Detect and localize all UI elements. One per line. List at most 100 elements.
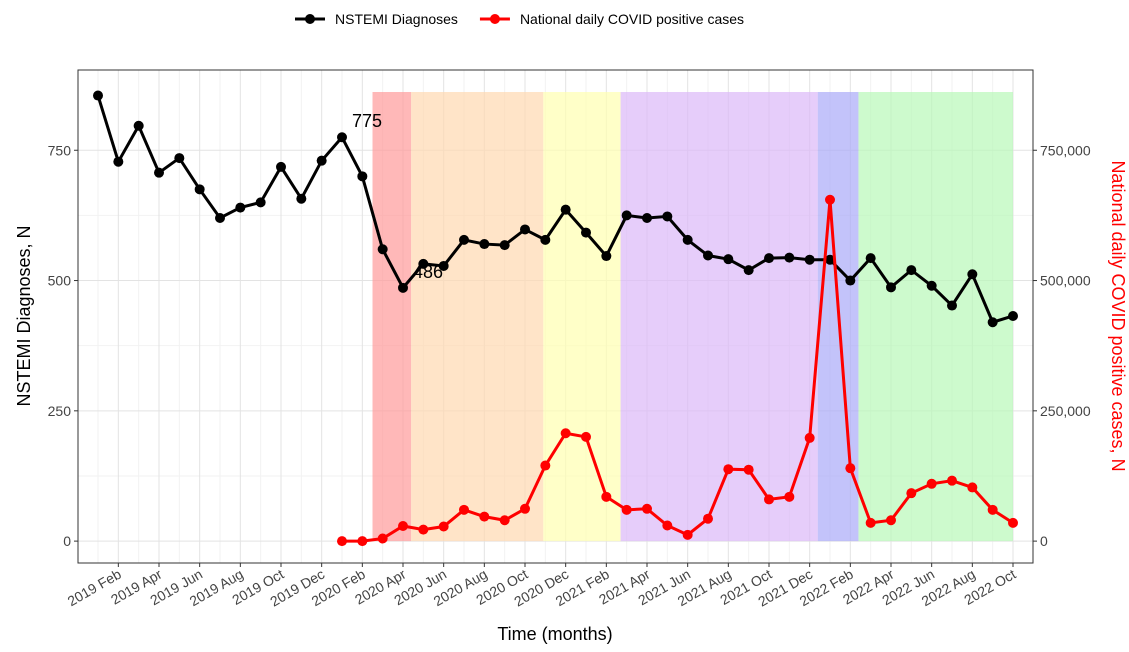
- series-point: [784, 252, 795, 263]
- series-line: [96, 95, 1014, 325]
- series-point: [174, 153, 185, 164]
- plot-border: [77, 69, 1034, 564]
- series-point: [804, 432, 815, 443]
- series-point: [479, 511, 490, 522]
- series-point: [947, 300, 957, 311]
- period-band: [543, 92, 621, 542]
- period-band: [620, 92, 818, 542]
- legend-point: [305, 14, 315, 24]
- series-point: [926, 280, 937, 291]
- series-point: [581, 431, 591, 442]
- legend-point: [489, 14, 500, 24]
- period-band: [411, 92, 544, 542]
- series-point: [703, 250, 713, 261]
- series-point: [764, 494, 774, 505]
- series-point: [723, 464, 734, 475]
- series-point: [987, 504, 998, 515]
- series-point: [987, 317, 998, 328]
- series-point: [703, 513, 713, 524]
- y2-tick-label: 250,000: [1040, 403, 1091, 419]
- series-point: [154, 167, 164, 178]
- series-point: [377, 244, 388, 255]
- legend-label: NSTEMI Diagnoses: [335, 11, 458, 27]
- series-point: [337, 536, 347, 547]
- series-point: [398, 520, 408, 531]
- series-point: [682, 234, 693, 245]
- y-tick-label: 0: [63, 533, 71, 549]
- series-point: [926, 478, 937, 489]
- x-axis-label: Time (months): [497, 624, 612, 644]
- y2-tick-label: 500,000: [1040, 273, 1091, 289]
- series-point: [93, 90, 103, 101]
- series-point: [865, 253, 876, 264]
- series-point: [113, 156, 124, 167]
- series-point: [825, 254, 835, 265]
- series-point: [398, 282, 408, 293]
- series-point: [499, 240, 510, 251]
- series-point: [825, 194, 835, 205]
- series-point: [296, 193, 307, 204]
- series-point: [743, 464, 754, 475]
- series-point: [621, 210, 632, 221]
- series-point: [642, 503, 652, 514]
- period-band: [372, 92, 412, 542]
- legend-label: National daily COVID positive cases: [520, 11, 744, 27]
- series-point: [560, 204, 571, 215]
- series-point: [377, 533, 388, 544]
- y2-tick-label: 0: [1040, 533, 1048, 549]
- series-point: [886, 515, 896, 526]
- series-point: [438, 521, 449, 532]
- y2-tick-label: 750,000: [1040, 142, 1091, 158]
- series-point: [947, 475, 957, 486]
- series-point: [621, 504, 632, 515]
- series-point: [540, 234, 551, 245]
- series-point: [804, 254, 815, 265]
- series-point: [764, 253, 774, 264]
- series-point: [662, 520, 673, 531]
- series-point: [967, 269, 978, 280]
- series-point: [337, 132, 347, 143]
- series-point: [357, 536, 368, 547]
- y-axis-label: NSTEMI Diagnoses, N: [14, 225, 34, 406]
- series-point: [418, 258, 429, 269]
- series-point: [215, 213, 225, 224]
- y-tick-label: 250: [48, 403, 72, 419]
- series-point: [662, 211, 673, 222]
- series-point: [540, 460, 551, 471]
- series-point: [601, 251, 612, 262]
- annotation: 775: [352, 111, 382, 131]
- series-point: [642, 213, 652, 224]
- y-tick-label: 750: [48, 142, 72, 158]
- series-point: [235, 202, 246, 213]
- series-point: [499, 515, 510, 526]
- series-point: [194, 184, 205, 195]
- y2-axis-label: National daily COVID positive cases, N: [1108, 160, 1128, 471]
- series-point: [1008, 310, 1018, 321]
- series-point: [1008, 517, 1018, 528]
- series-point: [723, 254, 734, 265]
- series-point: [784, 491, 795, 502]
- series-point: [459, 504, 469, 515]
- period-band: [858, 92, 1013, 542]
- series-point: [357, 171, 368, 182]
- series-point: [316, 155, 327, 166]
- series-point: [133, 120, 144, 131]
- series-point: [418, 524, 429, 535]
- series-point: [845, 275, 856, 286]
- series-point: [886, 282, 896, 293]
- series-point: [560, 428, 571, 439]
- series-point: [276, 161, 286, 172]
- series-point: [601, 491, 612, 502]
- series-point: [743, 265, 754, 276]
- series-point: [682, 529, 693, 540]
- series-point: [906, 265, 917, 276]
- series-point: [967, 482, 978, 493]
- y-tick-label: 500: [48, 273, 72, 289]
- series-point: [520, 503, 530, 514]
- series-point: [845, 463, 856, 474]
- series-line: [342, 199, 1014, 543]
- series-point: [520, 224, 530, 235]
- series-point: [479, 239, 490, 250]
- annotation: 486: [413, 262, 443, 282]
